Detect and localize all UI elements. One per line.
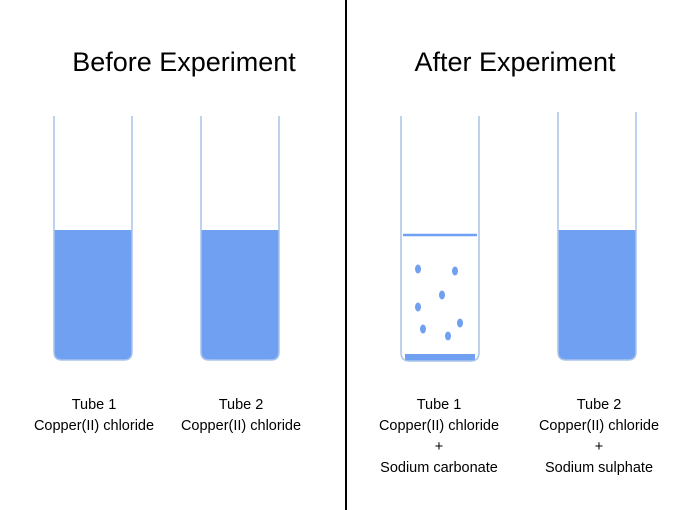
after-tube-2-solution bbox=[558, 230, 636, 360]
precipitate-particle bbox=[439, 290, 445, 300]
tube-name: Tube 1 bbox=[416, 397, 462, 413]
tube-contents: Copper(II) chloride bbox=[180, 418, 302, 434]
after-tube-1-glass bbox=[400, 116, 480, 362]
precipitate-particle bbox=[457, 318, 463, 328]
before-tube-1-glass bbox=[53, 116, 133, 361]
after-tube-2-glass bbox=[557, 112, 637, 361]
precipitate-particle bbox=[420, 324, 426, 334]
after-tube-1 bbox=[400, 116, 480, 362]
plus-sign: + bbox=[434, 439, 444, 455]
before-tube-2-solution bbox=[201, 230, 279, 360]
before-tube-1-solution bbox=[54, 230, 132, 360]
after-heading: After Experiment bbox=[414, 47, 616, 77]
tube-contents: Copper(II) chloride bbox=[378, 418, 500, 434]
precipitate-particle bbox=[415, 302, 421, 312]
before-tube-1-caption: Tube 1 Copper(II) chloride bbox=[34, 395, 154, 437]
tube-name: Tube 2 bbox=[576, 397, 622, 413]
before-tube-2-caption: Tube 2 Copper(II) chloride bbox=[181, 395, 301, 437]
tube-contents: Copper(II) chloride bbox=[33, 418, 155, 434]
added-reagent: Sodium sulphate bbox=[544, 460, 654, 476]
added-reagent: Sodium carbonate bbox=[380, 460, 498, 476]
tube-name: Tube 2 bbox=[218, 397, 264, 413]
precipitate-particle bbox=[445, 331, 451, 341]
after-tube-2-caption: Tube 2 Copper(II) chloride + Sodium sulp… bbox=[539, 395, 659, 479]
precipitate-particle bbox=[452, 266, 458, 276]
tube-contents: Copper(II) chloride bbox=[538, 418, 660, 434]
plus-sign: + bbox=[594, 439, 604, 455]
after-tube-1-precipitate-layer bbox=[405, 354, 475, 361]
precipitate-particle bbox=[415, 264, 421, 274]
tube-name: Tube 1 bbox=[71, 397, 117, 413]
after-tube-1-caption: Tube 1 Copper(II) chloride + Sodium carb… bbox=[379, 395, 499, 479]
after-tube-2 bbox=[557, 112, 637, 361]
before-tube-1 bbox=[53, 116, 133, 361]
before-tube-2-glass bbox=[200, 116, 280, 361]
before-heading: Before Experiment bbox=[72, 47, 296, 77]
before-tube-2 bbox=[200, 116, 280, 361]
